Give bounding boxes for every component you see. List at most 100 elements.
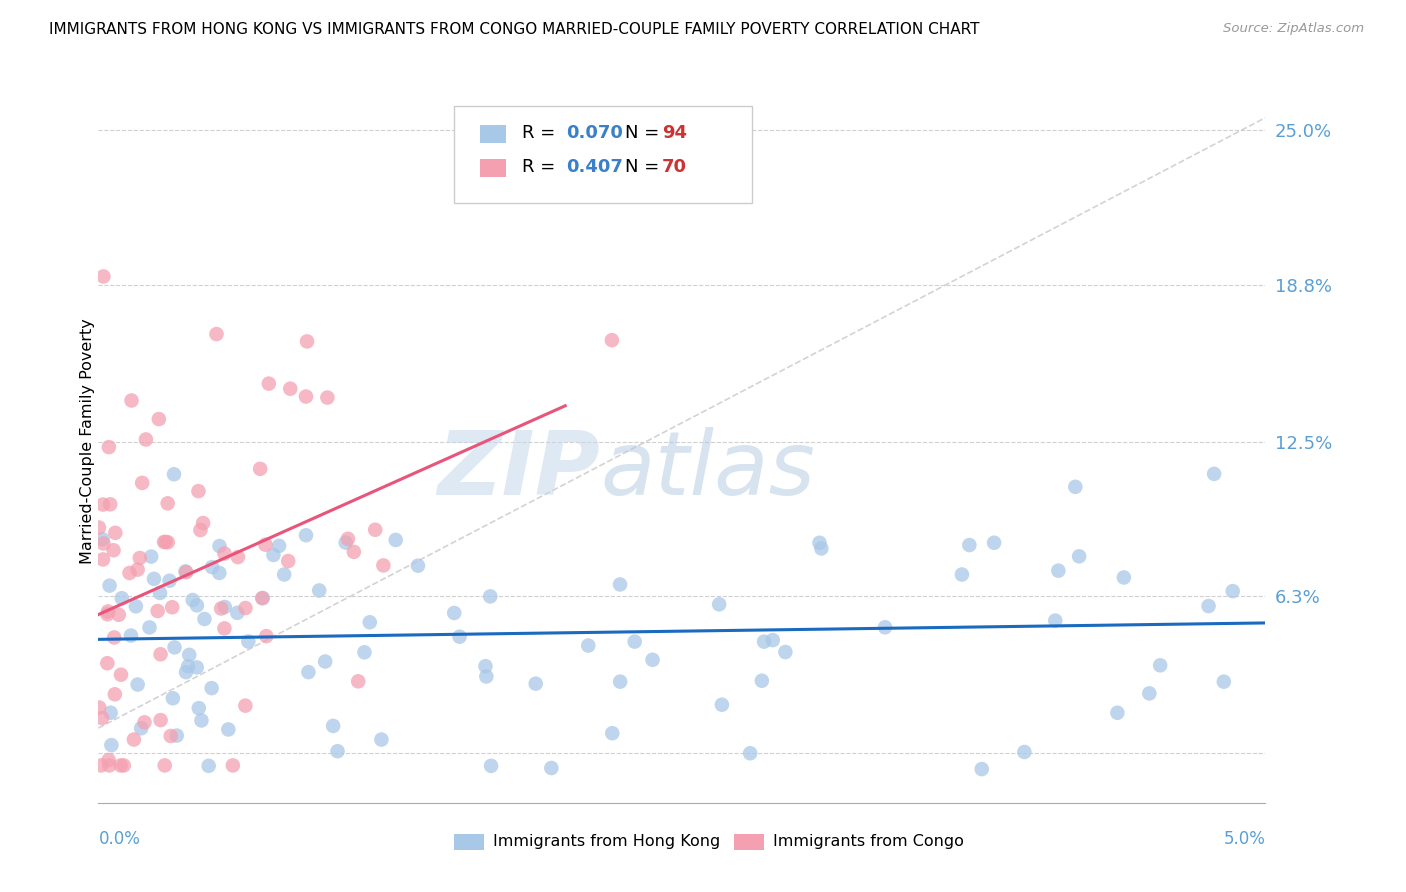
- Point: [762, 633, 785, 648]
- Text: N =: N =: [624, 158, 665, 176]
- Point: [104, 525, 127, 540]
- Point: [90, 758, 112, 772]
- Text: 0.407: 0.407: [567, 158, 623, 176]
- Point: [343, 545, 366, 559]
- Point: [120, 629, 142, 643]
- Y-axis label: Married-Couple Family Poverty: Married-Couple Family Poverty: [80, 318, 94, 565]
- Point: [235, 601, 257, 615]
- Point: [163, 640, 186, 655]
- Point: [201, 681, 224, 695]
- Point: [208, 539, 231, 553]
- Point: [1137, 686, 1160, 700]
- Point: [316, 391, 339, 405]
- Point: [740, 746, 762, 760]
- Point: [156, 496, 179, 510]
- Point: [127, 563, 149, 577]
- Point: [209, 601, 232, 615]
- Point: [254, 629, 277, 643]
- Point: [252, 591, 274, 605]
- Point: [110, 667, 132, 681]
- Point: [153, 535, 176, 549]
- Point: [149, 586, 172, 600]
- Point: [808, 536, 831, 550]
- FancyBboxPatch shape: [479, 125, 506, 143]
- Point: [191, 516, 214, 530]
- Point: [1064, 480, 1087, 494]
- Point: [149, 713, 172, 727]
- Text: atlas: atlas: [600, 427, 815, 514]
- Point: [335, 535, 357, 549]
- Text: ZIP: ZIP: [437, 427, 600, 514]
- Point: [226, 606, 249, 620]
- Point: [353, 645, 375, 659]
- Point: [524, 676, 547, 690]
- Point: [600, 333, 623, 347]
- Point: [166, 729, 188, 743]
- Point: [148, 412, 170, 426]
- Point: [163, 467, 186, 482]
- Point: [98, 497, 121, 511]
- Point: [138, 620, 160, 634]
- Text: Immigrants from Congo: Immigrants from Congo: [773, 834, 963, 849]
- Point: [214, 599, 236, 614]
- Point: [98, 579, 121, 593]
- Point: [174, 565, 197, 579]
- Point: [479, 590, 502, 604]
- Point: [226, 550, 249, 565]
- Text: 0.0%: 0.0%: [98, 830, 141, 848]
- Point: [187, 701, 209, 715]
- Point: [97, 440, 120, 454]
- Point: [87, 520, 110, 534]
- Point: [134, 715, 156, 730]
- Point: [190, 523, 212, 537]
- Point: [222, 758, 245, 772]
- Point: [103, 631, 125, 645]
- Point: [710, 698, 733, 712]
- Point: [1069, 549, 1091, 564]
- Point: [149, 647, 172, 661]
- Point: [174, 665, 197, 679]
- Point: [141, 549, 163, 564]
- Point: [96, 607, 118, 622]
- Point: [623, 634, 645, 648]
- Point: [159, 729, 181, 743]
- Point: [970, 762, 993, 776]
- Point: [91, 498, 114, 512]
- Point: [93, 269, 115, 284]
- Point: [336, 532, 359, 546]
- Point: [97, 604, 120, 618]
- Point: [174, 565, 197, 579]
- Point: [308, 583, 330, 598]
- Text: Source: ZipAtlas.com: Source: ZipAtlas.com: [1223, 22, 1364, 36]
- Point: [162, 691, 184, 706]
- FancyBboxPatch shape: [454, 834, 484, 850]
- Point: [186, 599, 208, 613]
- Point: [873, 620, 896, 634]
- Point: [177, 659, 200, 673]
- Point: [347, 674, 370, 689]
- FancyBboxPatch shape: [734, 834, 763, 850]
- Point: [214, 622, 236, 636]
- Point: [100, 738, 122, 752]
- Point: [751, 673, 773, 688]
- Point: [107, 607, 129, 622]
- Text: 5.0%: 5.0%: [1223, 830, 1265, 848]
- Point: [1047, 564, 1070, 578]
- Point: [91, 711, 114, 725]
- Point: [1149, 658, 1171, 673]
- Text: 0.070: 0.070: [567, 124, 623, 142]
- Point: [118, 566, 141, 580]
- Point: [443, 606, 465, 620]
- Point: [208, 566, 231, 580]
- Point: [257, 376, 280, 391]
- FancyBboxPatch shape: [479, 159, 506, 177]
- Point: [957, 538, 980, 552]
- FancyBboxPatch shape: [454, 105, 752, 203]
- Point: [129, 721, 152, 735]
- Point: [127, 677, 149, 691]
- Point: [384, 533, 406, 547]
- Point: [100, 706, 122, 720]
- Point: [160, 600, 183, 615]
- Point: [359, 615, 381, 630]
- Point: [326, 744, 349, 758]
